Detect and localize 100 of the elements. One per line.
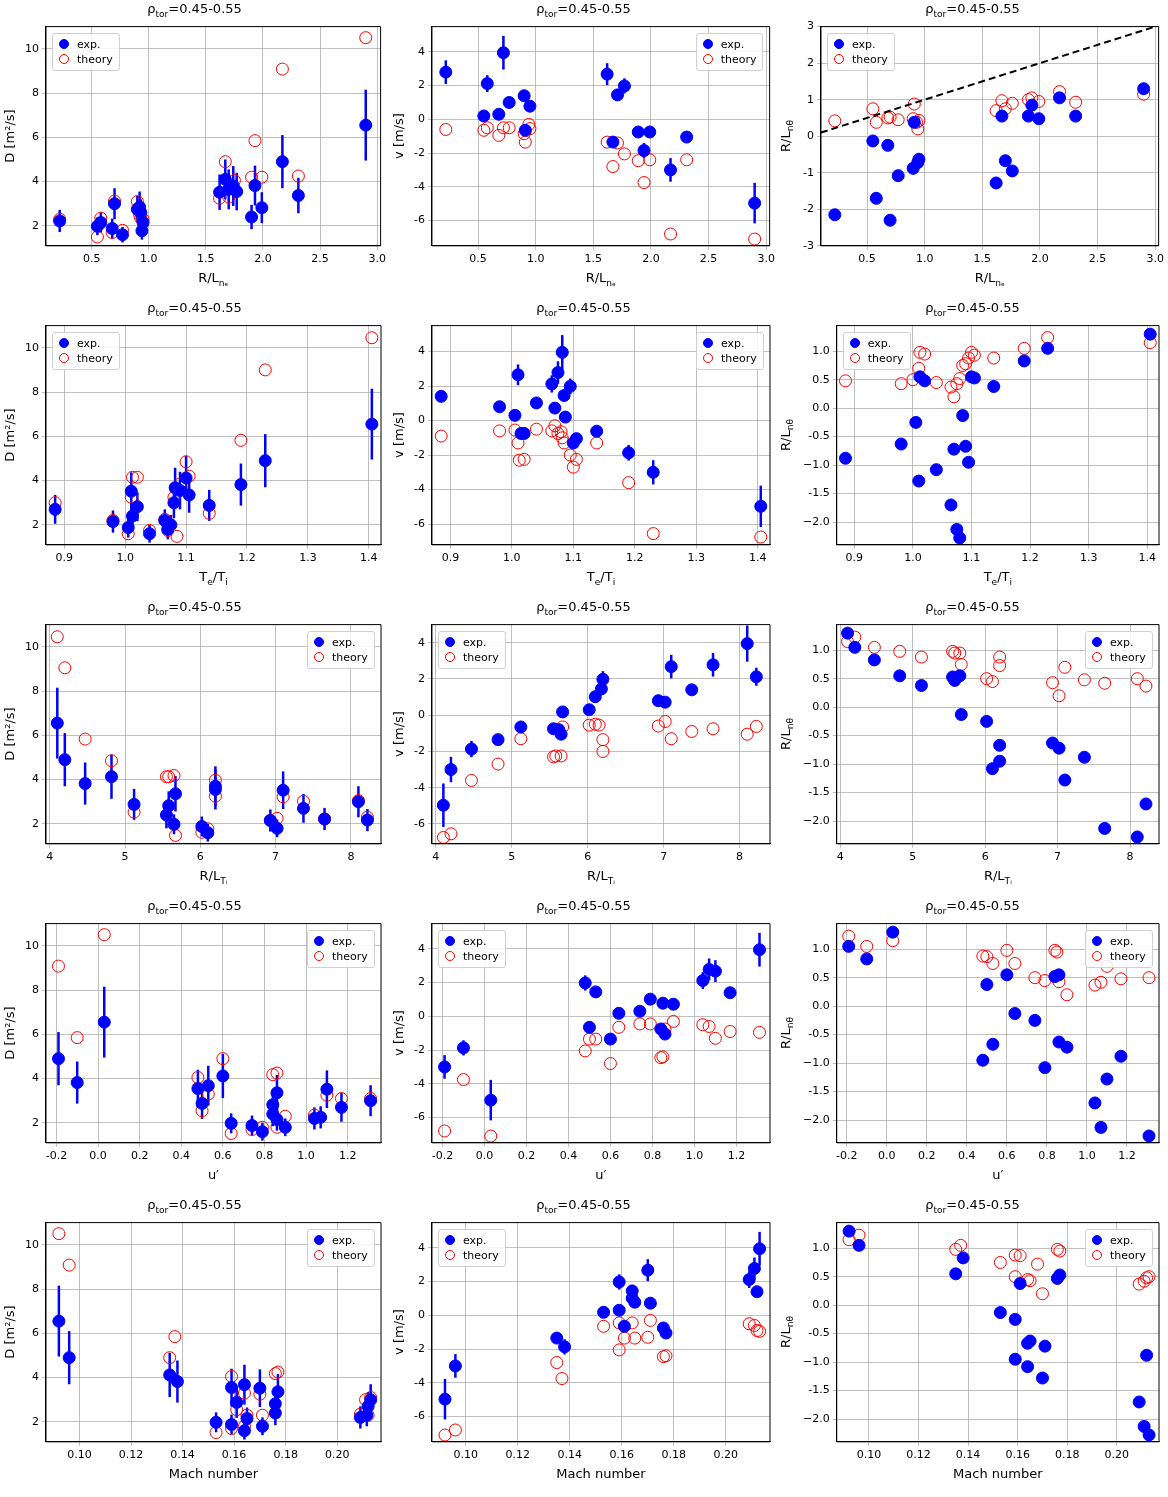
x-axis-title: R/L$_{nₑ}$ (585, 270, 616, 290)
x-axis-title: T$_{e}$/T$_{i}$ (199, 569, 228, 589)
y-tick-label: −1.0 (802, 756, 830, 770)
y-tick-label: 1.0 (812, 344, 830, 358)
chart-title: ρ$_{tor}$=0.45-0.55 (535, 897, 632, 918)
legend-label: exp. (462, 635, 487, 649)
y-tick-label: -1.5 (808, 785, 830, 799)
y-tick-label: -1.5 (808, 1084, 830, 1098)
x-tick-label: 1.2 (626, 551, 644, 565)
legend-label: theory (851, 52, 888, 66)
chart-title: ρ$_{tor}$=0.45-0.55 (924, 299, 1021, 320)
y-tick-label: −1.0 (802, 1055, 830, 1069)
x-tick-label: 0.14 (170, 1448, 195, 1462)
x-tick-label: 0.0 (475, 1149, 494, 1163)
y-tick-label: -4 (414, 482, 425, 496)
x-tick-label: 4 (432, 850, 440, 864)
x-tick-label: 1.2 (727, 1149, 746, 1163)
x-tick-label: 0.6 (998, 1149, 1016, 1163)
y-tick-label: -0.5 (808, 1027, 830, 1041)
x-tick-label: 4 (836, 850, 844, 864)
y-tick-label: -3 (803, 238, 814, 252)
y-tick-label: 0.5 (812, 1269, 830, 1283)
y-tick-label: 10 (25, 340, 39, 354)
y-tick-label: 4 (32, 772, 39, 786)
chart-title: ρ$_{tor}$=0.45-0.55 (535, 299, 632, 320)
y-tick-label: 4 (417, 344, 425, 358)
x-tick-label: 0.18 (273, 1448, 298, 1462)
legend-label: theory (332, 949, 368, 963)
y-tick-label: -6 (414, 1110, 425, 1124)
x-tick-label: 1.0 (685, 1149, 704, 1163)
y-axis-title: v [m/s] (391, 113, 407, 160)
x-tick-label: 0.20 (713, 1448, 739, 1462)
y-tick-label: -1.5 (808, 486, 830, 500)
legend-label: exp. (720, 37, 745, 51)
legend-label: exp. (332, 1233, 356, 1247)
x-tick-label: 0.5 (858, 252, 876, 266)
x-tick-label: 0.9 (845, 551, 864, 565)
x-tick-label: 2.0 (1031, 252, 1049, 266)
x-tick-label: 0.12 (118, 1448, 144, 1462)
x-tick-label: 0.14 (557, 1448, 583, 1462)
x-tick-label: 0.20 (1104, 1448, 1130, 1462)
legend-label: exp. (1110, 635, 1134, 649)
x-axis-title: R/L$_{Tᵢ}$ (587, 868, 615, 888)
x-tick-label: 8 (347, 850, 355, 864)
x-tick-label: 1.5 (584, 252, 603, 266)
x-tick-label: 0.16 (1005, 1448, 1030, 1462)
x-tick-label: 8 (736, 850, 744, 864)
x-tick-label: 1.2 (1118, 1149, 1136, 1163)
x-tick-label: 0.12 (505, 1448, 531, 1462)
x-tick-label: 0.8 (255, 1149, 274, 1163)
legend-label: theory (76, 351, 113, 365)
y-tick-label: 1 (806, 92, 814, 106)
x-tick-label: 0.18 (1055, 1448, 1080, 1462)
y-tick-label: 4 (417, 44, 425, 58)
y-tick-label: -0.5 (808, 1326, 830, 1340)
y-tick-label: 0 (806, 129, 814, 143)
y-tick-label: 6 (32, 130, 39, 144)
y-tick-label: 8 (32, 683, 39, 697)
y-tick-label: 2 (417, 671, 425, 685)
x-tick-label: 3.0 (368, 252, 386, 266)
y-tick-label: 0.5 (812, 970, 830, 984)
x-tick-label: 0.0 (89, 1149, 107, 1163)
y-tick-label: 8 (32, 982, 39, 996)
chart-title: ρ$_{tor}$=0.45-0.55 (924, 1196, 1021, 1217)
y-tick-label: 0 (417, 708, 425, 722)
x-tick-label: 0.10 (67, 1448, 92, 1462)
y-tick-label: -0.5 (808, 429, 830, 443)
y-tick-label: 4 (417, 941, 425, 955)
chart-title: ρ$_{tor}$=0.45-0.55 (146, 299, 243, 320)
legend-label: exp. (462, 1233, 487, 1247)
y-axis-title: D [m²/s] (2, 109, 18, 163)
y-tick-label: -6 (414, 516, 425, 530)
y-tick-label: -0.5 (808, 728, 830, 742)
x-tick-label: 1.4 (748, 551, 767, 565)
x-tick-label: 0.8 (1038, 1149, 1056, 1163)
legend-label: exp. (721, 336, 745, 350)
y-tick-label: 6 (32, 1027, 39, 1041)
x-tick-label: 6 (196, 850, 204, 864)
y-tick-label: 0.0 (812, 1298, 830, 1312)
x-tick-label: 4 (46, 850, 54, 864)
y-tick-label: 2 (32, 1414, 39, 1428)
legend-label: theory (462, 650, 499, 664)
chart-title: ρ$_{tor}$=0.45-0.55 (924, 897, 1021, 918)
legend-label: exp. (76, 336, 101, 350)
y-tick-label: -4 (414, 780, 425, 794)
y-axis-title: v [m/s] (391, 1010, 407, 1057)
y-tick-label: 4 (417, 1240, 425, 1254)
y-tick-label: -2 (803, 202, 814, 216)
y-tick-label: 2 (417, 975, 425, 989)
y-tick-label: -2 (414, 1042, 425, 1056)
y-tick-label: −1.0 (802, 1354, 830, 1368)
y-tick-label: 0.5 (812, 372, 830, 386)
y-tick-label: 6 (32, 1326, 39, 1340)
x-tick-label: 2.5 (311, 252, 329, 266)
chart-title: ρ$_{tor}$=0.45-0.55 (146, 897, 243, 918)
x-tick-label: 0.12 (906, 1448, 931, 1462)
x-tick-label: 0.5 (469, 252, 487, 266)
x-tick-label: 7 (660, 850, 668, 864)
y-axis-title: v [m/s] (391, 711, 407, 758)
x-tick-label: 0.16 (609, 1448, 635, 1462)
